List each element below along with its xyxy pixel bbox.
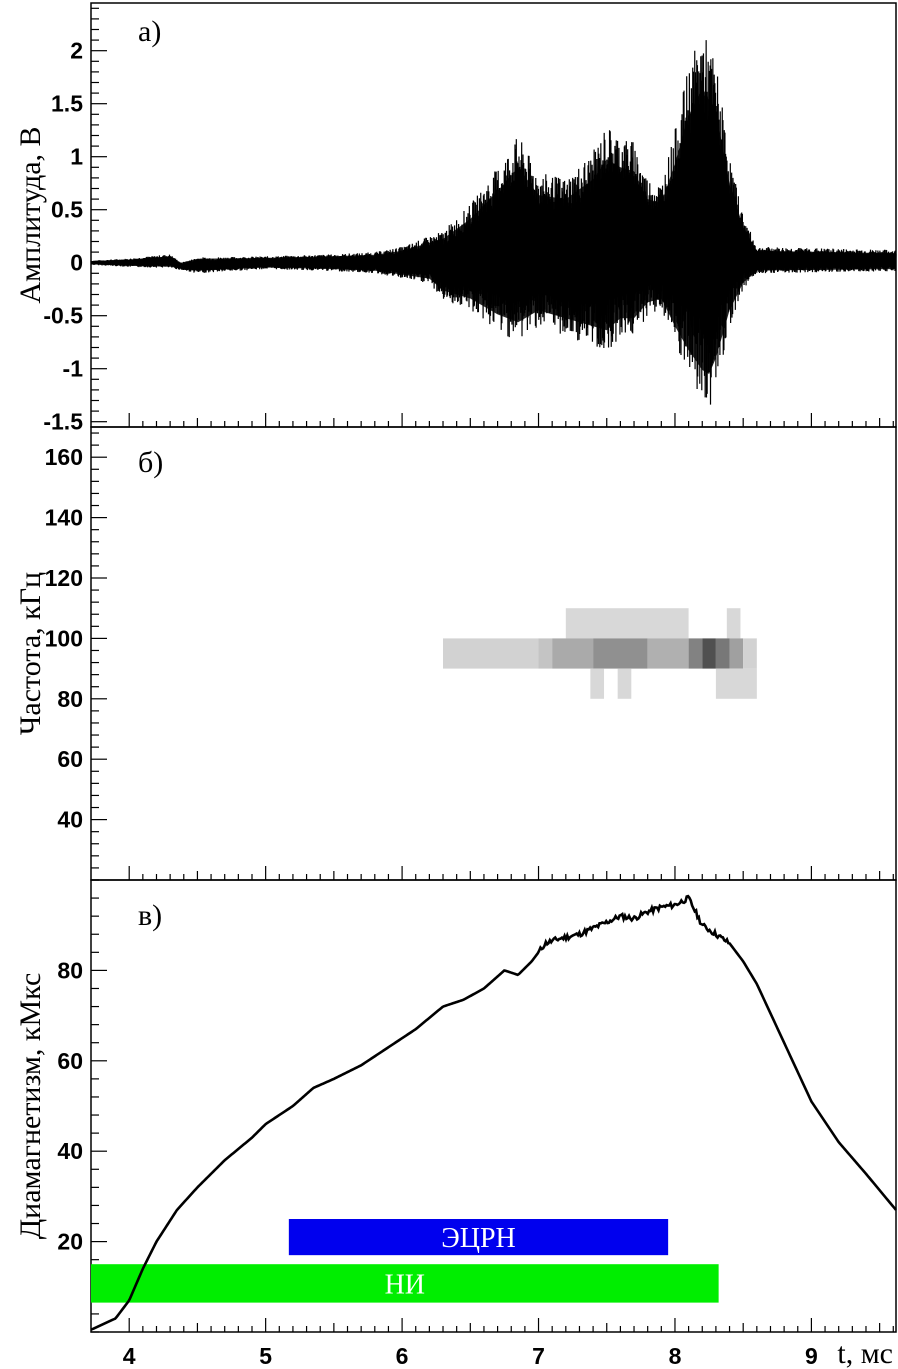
y-tick-label: 60 <box>57 746 83 772</box>
panel-3: 20 40 60 80 Диамагнетизм, кМкс в) ЭЦРН НИ 4 5 6 7 8 9… <box>14 879 898 1369</box>
spectrogram-cell <box>443 638 539 669</box>
y-tick-label: 0.5 <box>51 197 83 223</box>
spectrogram-cell <box>743 638 757 669</box>
y-tick-label: 100 <box>45 625 83 651</box>
x-ticks <box>128 1318 894 1332</box>
y-axis-title: Частота, кГц <box>14 572 47 735</box>
interval-label: НИ <box>385 1269 425 1300</box>
x-tick-label: 6 <box>396 1343 409 1369</box>
spectrogram-cell <box>715 668 757 699</box>
spectrogram-cell <box>726 608 741 639</box>
panel-2: 40 60 80 100 120 140 160 Частота, кГц б) <box>14 426 897 881</box>
spectrogram-cell <box>590 668 605 699</box>
spectrogram-cell <box>715 638 730 669</box>
interval-bar <box>91 1264 719 1303</box>
y-tick-label: -1.5 <box>43 409 83 435</box>
y-tick-label: 1 <box>70 144 83 170</box>
y-tick-label: 80 <box>57 957 83 983</box>
spectrogram-cell <box>538 638 553 669</box>
y-tick-label: -1 <box>63 356 84 382</box>
x-tick-label: 9 <box>805 1343 818 1369</box>
spectrogram-cell <box>617 668 632 699</box>
y-tick-label: 140 <box>45 505 83 531</box>
y-axis-title: Диамагнетизм, кМкс <box>14 973 47 1240</box>
x-tick-label: 7 <box>532 1343 545 1369</box>
y-tick-label: 120 <box>45 565 83 591</box>
panel-label: а) <box>138 15 161 48</box>
series-line <box>90 894 898 1331</box>
spectrogram-cell <box>702 638 716 669</box>
y-tick-label: -0.5 <box>43 303 83 329</box>
interval-label: ЭЦРН <box>441 1223 516 1254</box>
panel-label: б) <box>138 446 163 479</box>
signal-dense-core <box>91 87 896 375</box>
y-tick-label: 40 <box>57 1138 83 1164</box>
spectrogram-cell <box>565 608 689 639</box>
spectrogram-cell <box>552 638 594 669</box>
spectrogram-cell <box>647 638 689 669</box>
y-axis-title: Амплитуда, В <box>14 126 47 303</box>
spectrogram <box>443 608 757 699</box>
panel-label: в) <box>138 899 162 932</box>
x-tick-label: 4 <box>123 1343 136 1369</box>
spectrogram-cell <box>593 638 648 669</box>
chart-panels: -1.5 -1 -0.5 0 0.5 1 1.5 2 Амплитуда, В а) 40 60 80 1… <box>14 2 898 1369</box>
y-tick-label: 20 <box>57 1229 83 1255</box>
y-tick-label: 40 <box>57 807 83 833</box>
y-tick-label: 80 <box>57 686 83 712</box>
y-tick-label: 0 <box>70 250 83 276</box>
interval-bar <box>288 1219 669 1256</box>
spectrogram-cell <box>688 638 703 669</box>
y-ticks: 20 40 60 80 <box>57 879 107 1333</box>
y-tick-label: 60 <box>57 1048 83 1074</box>
x-tick-label: 8 <box>669 1343 682 1369</box>
plot-frame <box>90 879 897 1333</box>
x-axis-title: t, мс <box>837 1337 893 1369</box>
panel-1: -1.5 -1 -0.5 0 0.5 1 1.5 2 Амплитуда, В а) <box>14 2 897 435</box>
y-tick-label: 2 <box>70 38 83 64</box>
y-tick-label: 1.5 <box>51 91 83 117</box>
y-ticks: -1.5 -1 -0.5 0 0.5 1 1.5 2 <box>43 7 107 435</box>
y-tick-label: 160 <box>45 444 83 470</box>
x-tick-label: 5 <box>259 1343 272 1369</box>
x-ticks <box>128 866 894 880</box>
y-ticks: 40 60 80 100 120 140 160 <box>45 432 107 881</box>
spectrogram-cell <box>729 638 744 669</box>
x-ticks <box>128 413 894 427</box>
